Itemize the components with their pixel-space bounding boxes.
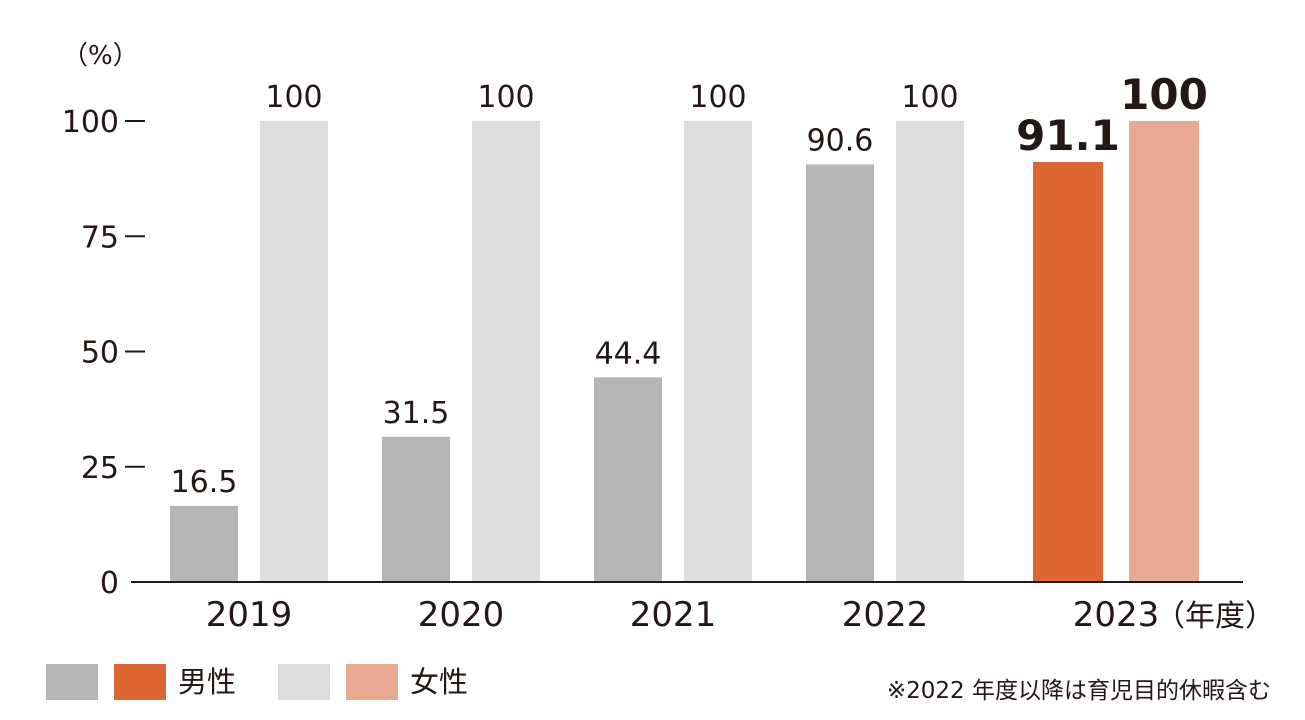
bar-female-2019	[260, 121, 328, 582]
value-label-female-2020: 100	[477, 80, 534, 115]
bar-female-2021	[684, 121, 752, 582]
bar-male-2021	[594, 377, 662, 582]
legend-swatch-male-orange	[114, 664, 166, 700]
bar-male-2022	[806, 164, 874, 583]
value-label-male-2022: 90.6	[807, 123, 874, 158]
legend-label-female: 女性	[410, 665, 469, 699]
legend: 男性 女性	[46, 664, 490, 700]
value-label-female-2023: 100	[1120, 70, 1208, 119]
y-tick-label-75: 75	[81, 220, 119, 255]
legend-swatch-male-gray	[46, 664, 98, 700]
x-tick-label-2021: 2021	[630, 595, 717, 635]
y-tick-label-50: 50	[81, 336, 119, 371]
value-label-male-2019: 16.5	[171, 465, 238, 500]
legend-swatch-female-peach	[346, 664, 399, 700]
value-label-male-2023: 91.1	[1016, 111, 1120, 160]
x-tick-label-2022: 2022	[842, 595, 929, 635]
y-axis-unit: （%）	[62, 41, 139, 71]
bar-male-2020	[382, 436, 450, 582]
x-tick-label-2020: 2020	[418, 595, 505, 635]
bar-female-2020	[472, 121, 540, 582]
value-label-male-2020: 31.5	[383, 396, 450, 431]
x-tick-label-2023: 2023	[1073, 595, 1160, 635]
bar-male-2023	[1033, 162, 1103, 583]
bar-female-2022	[896, 121, 964, 582]
legend-item-female: 女性	[278, 664, 468, 700]
value-label-female-2022: 100	[901, 80, 958, 115]
value-label-male-2021: 44.4	[595, 336, 662, 371]
value-label-female-2021: 100	[689, 80, 746, 115]
y-tick-label-0: 0	[100, 566, 119, 601]
legend-swatch-female-gray	[278, 664, 331, 700]
legend-item-male: 男性	[46, 664, 236, 700]
x-axis-unit: （年度）	[1155, 599, 1275, 634]
x-tick-label-2019: 2019	[206, 595, 293, 635]
bar-male-2019	[170, 505, 238, 582]
y-tick-label-25: 25	[81, 451, 119, 486]
value-label-female-2019: 100	[265, 80, 322, 115]
y-tick-label-100: 100	[62, 105, 119, 140]
footnote: ※2022 年度以降は育児目的休暇含む	[886, 678, 1271, 704]
bars-layer	[170, 121, 1199, 583]
bar-female-2023	[1129, 121, 1199, 582]
legend-label-male: 男性	[178, 665, 237, 699]
axes-layer: 2019 2020 2021 2022 2023 0 25 50 75 100 （%） （年度）	[62, 41, 1275, 635]
